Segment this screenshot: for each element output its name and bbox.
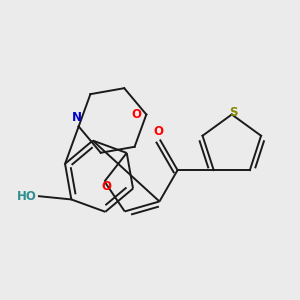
Text: HO: HO: [17, 190, 37, 203]
Text: O: O: [131, 108, 141, 121]
Text: O: O: [101, 180, 112, 193]
Text: O: O: [153, 125, 164, 138]
Text: N: N: [72, 111, 82, 124]
Text: S: S: [230, 106, 238, 119]
